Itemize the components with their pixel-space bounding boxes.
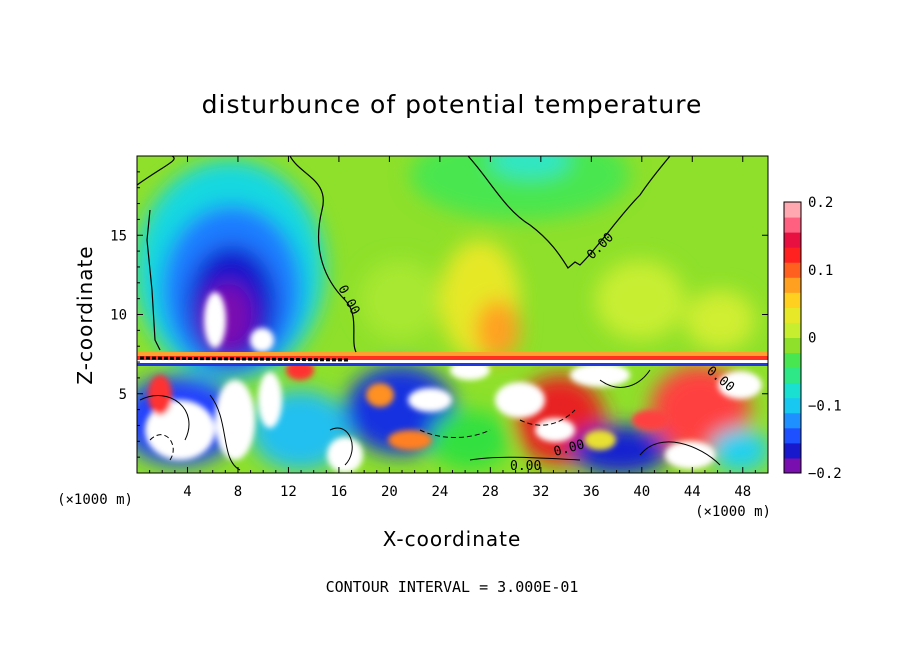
x-tick-label: 16 bbox=[330, 484, 347, 500]
colorbar-swatch bbox=[784, 322, 801, 338]
y-tick-label: 15 bbox=[110, 228, 127, 244]
colorbar-swatch bbox=[784, 292, 801, 308]
colorbar-tick-label: 0.1 bbox=[808, 263, 833, 279]
x-unit-right: (×1000 m) bbox=[695, 504, 771, 520]
colorbar-swatch bbox=[784, 442, 801, 459]
colorbar-frame bbox=[783, 201, 802, 474]
colorbar-swatch bbox=[784, 247, 801, 263]
x-tick-label: 44 bbox=[684, 484, 701, 500]
colorbar-swatch bbox=[784, 352, 801, 369]
colorbar-swatch bbox=[784, 262, 801, 278]
x-tick-label: 4 bbox=[183, 484, 191, 500]
x-tick-label: 12 bbox=[280, 484, 297, 500]
colorbar-swatch bbox=[784, 337, 801, 354]
plot-area bbox=[137, 156, 768, 473]
colorbar-swatch bbox=[784, 427, 801, 444]
y-tick-label: 5 bbox=[119, 387, 127, 403]
colorbar-tick-label: 0.2 bbox=[808, 195, 833, 211]
colorbar-tick-label: −0.1 bbox=[808, 398, 842, 414]
colorbar-swatch bbox=[784, 202, 801, 218]
colorbar-swatch bbox=[784, 457, 801, 474]
colorbar-tick-label: −0.2 bbox=[808, 466, 842, 482]
colorbar-swatch bbox=[784, 382, 801, 399]
x-tick-label: 48 bbox=[734, 484, 751, 500]
colorbar-swatch bbox=[784, 367, 801, 384]
x-unit-left: (×1000 m) bbox=[57, 492, 133, 508]
x-axis-label: X-coordinate bbox=[383, 527, 522, 551]
y-axis-label: Z-coordinate bbox=[73, 245, 97, 384]
x-axis: 4 8 12 16 20 24 28 32 36 40 44 48 bbox=[149, 156, 756, 500]
colorbar-swatch bbox=[784, 217, 801, 233]
colorbar-tick-label: 0 bbox=[808, 331, 816, 347]
x-tick-label: 24 bbox=[431, 484, 448, 500]
colorbar: 0.2 0.1 0 −0.1 −0.2 bbox=[783, 195, 842, 482]
colorbar-swatch bbox=[784, 307, 801, 323]
colorbar-swatch bbox=[784, 277, 801, 293]
x-tick-label: 40 bbox=[633, 484, 650, 500]
x-tick-label: 32 bbox=[532, 484, 549, 500]
y-tick-label: 10 bbox=[110, 308, 127, 324]
x-tick-label: 8 bbox=[234, 484, 242, 500]
x-tick-label: 28 bbox=[482, 484, 499, 500]
colorbar-swatch bbox=[784, 397, 801, 414]
colorbar-swatch bbox=[784, 232, 801, 248]
chart-title: disturbunce of potential temperature bbox=[202, 90, 703, 119]
contour-interval-note: CONTOUR INTERVAL = 3.000E-01 bbox=[326, 578, 579, 596]
colorbar-swatch bbox=[784, 412, 801, 429]
x-tick-label: 36 bbox=[583, 484, 600, 500]
y-axis: 5 10 15 bbox=[110, 171, 768, 458]
contour-label: 0.00 bbox=[510, 459, 541, 474]
x-tick-label: 20 bbox=[381, 484, 398, 500]
